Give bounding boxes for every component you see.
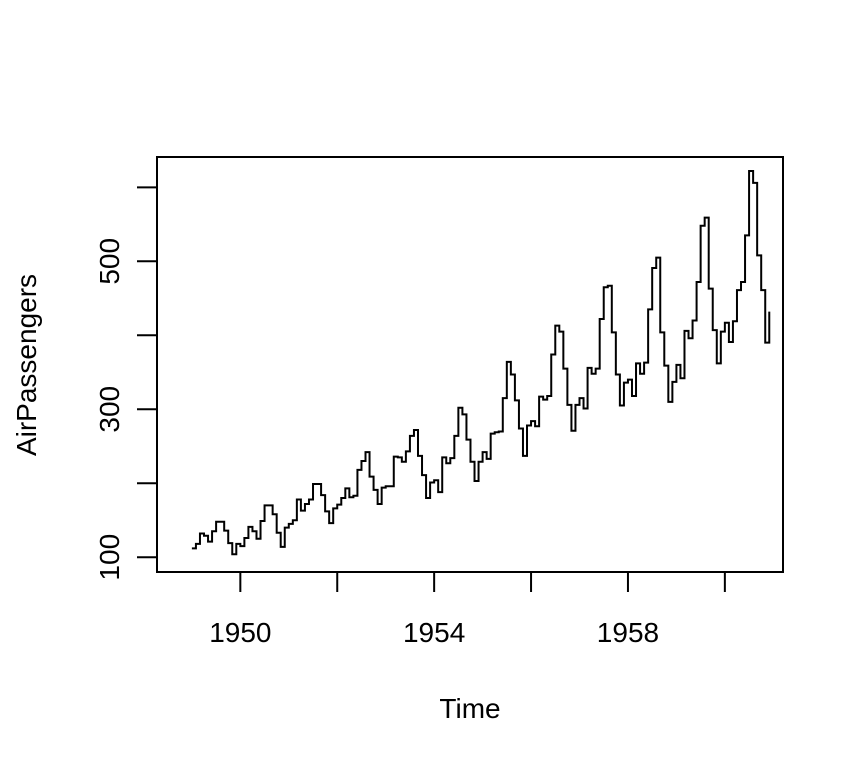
x-tick-label: 1950: [209, 617, 271, 648]
x-axis: 1950 1954 1958: [209, 572, 726, 648]
x-tick-label: 1954: [403, 617, 465, 648]
plot-box: [156, 156, 784, 573]
x-axis-title: Time: [439, 693, 500, 724]
series-line: [191, 170, 771, 556]
y-tick-label: 500: [94, 238, 125, 285]
y-tick-label: 300: [94, 386, 125, 433]
x-tick-label: 1958: [597, 617, 659, 648]
y-axis: 100 300 500: [94, 186, 157, 581]
y-axis-title: AirPassengers: [11, 274, 42, 456]
y-tick-label: 100: [94, 534, 125, 581]
